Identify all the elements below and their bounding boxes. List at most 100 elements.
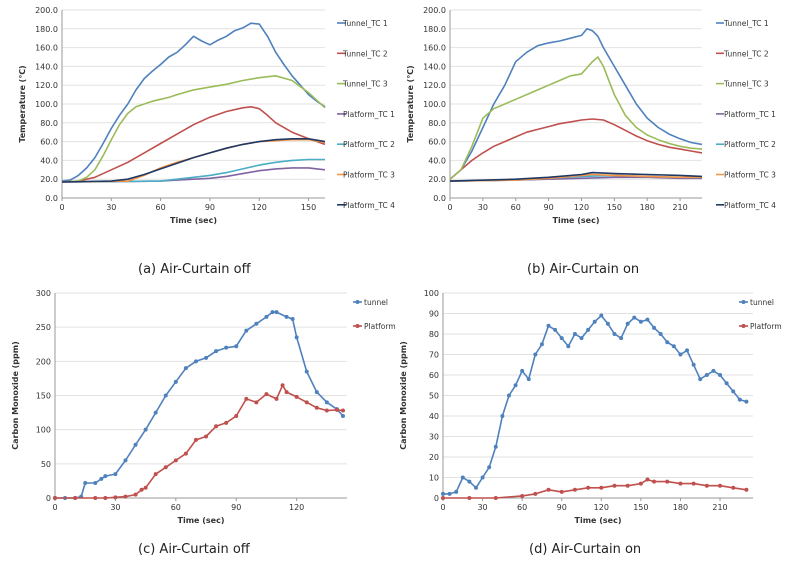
data-point (533, 491, 538, 496)
series-line-tunnel-tc-1 (61, 22, 326, 182)
data-point (539, 342, 544, 347)
series-line-tunnel-tc-3 (449, 56, 703, 180)
data-point (718, 483, 723, 488)
y-tick-label: 140.0 (35, 62, 58, 71)
data-point (454, 489, 459, 494)
data-point (665, 479, 670, 484)
data-point (691, 481, 696, 486)
y-tick-label: 20 (429, 453, 439, 462)
x-axis-label: Time (sec) (178, 516, 225, 525)
data-point (592, 319, 597, 324)
x-tick-label: 60 (171, 503, 181, 512)
data-point (294, 335, 299, 340)
data-point (53, 496, 57, 500)
y-tick-label: 150 (36, 392, 51, 401)
y-tick-label: 200.0 (423, 6, 446, 15)
x-tick-label: 150 (633, 503, 648, 512)
legend-label: tunnel (364, 298, 388, 307)
data-point (704, 373, 709, 377)
y-tick-label: 50 (429, 392, 439, 401)
data-point (73, 496, 78, 500)
y-tick-label: 40 (429, 412, 439, 421)
y-tick-label: 200 (36, 357, 51, 366)
x-tick-label: 60 (511, 203, 521, 212)
data-point (284, 390, 289, 395)
data-point (173, 379, 178, 384)
data-point (274, 310, 279, 315)
data-point (234, 344, 239, 349)
y-tick-label: 80.0 (40, 119, 58, 128)
legend-label: Platform_TC 3 (724, 171, 776, 180)
legend-marker (741, 324, 746, 328)
data-point (605, 321, 610, 326)
data-point (513, 383, 518, 388)
x-tick-label: 180 (640, 203, 655, 212)
x-tick-label: 150 (607, 203, 622, 212)
data-point (526, 377, 531, 382)
data-point (586, 485, 591, 490)
data-point (280, 383, 285, 388)
data-point (731, 485, 736, 490)
data-point (314, 405, 319, 410)
legend-label: Tunnel_TC 3 (723, 80, 769, 89)
data-point (284, 314, 289, 319)
data-point (133, 492, 138, 497)
y-tick-label: 60.0 (40, 138, 58, 147)
chart-panel-2: 0 50 100 150 200 250 300 0 30 60 90 120 Time (sec) Ca… (11, 289, 396, 525)
legend-label: tunnel (750, 298, 774, 307)
data-point (645, 477, 650, 482)
data-point (163, 465, 168, 470)
caption-d: (d) Air-Curtain on (529, 542, 642, 557)
x-tick-label: 30 (106, 203, 116, 212)
data-point (304, 400, 309, 405)
y-tick-label: 100 (424, 289, 439, 298)
data-point (153, 410, 158, 415)
caption-b: (b) Air-Curtain on (527, 262, 640, 277)
y-tick-label: 60 (429, 371, 439, 380)
y-tick-label: 30 (429, 433, 439, 442)
series-line-platform-tc-4 (61, 138, 326, 183)
y-tick-label: 0 (434, 494, 439, 503)
data-point (599, 485, 604, 490)
x-tick-label: 120 (289, 503, 304, 512)
y-tick-label: 40.0 (40, 156, 58, 165)
data-point (173, 458, 178, 463)
series-line-platform (443, 478, 747, 499)
data-point (204, 355, 209, 360)
data-point (685, 348, 690, 353)
y-tick-label: 120.0 (35, 81, 58, 90)
data-point (314, 390, 319, 395)
data-point (645, 317, 650, 322)
data-point (652, 325, 657, 330)
data-point (671, 344, 676, 349)
data-point (270, 310, 275, 315)
data-point (214, 424, 219, 429)
series-line-tunnel-tc-3 (61, 75, 326, 183)
legend-label: Tunnel_TC 2 (723, 49, 769, 58)
y-tick-label: 10 (429, 474, 439, 483)
x-tick-label: 30 (477, 503, 487, 512)
legend-label: Tunnel_TC 1 (723, 19, 769, 28)
data-point (731, 389, 736, 394)
data-point (193, 359, 198, 364)
y-tick-label: 100.0 (35, 100, 58, 109)
data-point (546, 487, 551, 492)
data-point (93, 496, 98, 500)
y-tick-label: 100 (36, 426, 51, 435)
data-point (625, 321, 630, 326)
data-point (183, 366, 188, 371)
data-point (123, 458, 128, 463)
data-point (632, 315, 637, 320)
series-line-platform-tc-3 (449, 173, 702, 182)
legend-label: Platform_TC 1 (343, 110, 395, 119)
y-tick-label: 100.0 (423, 100, 446, 109)
data-point (224, 345, 229, 350)
caption-a: (a) Air-Curtain off (138, 262, 251, 277)
legend-marker (355, 300, 360, 304)
data-point (559, 336, 564, 341)
y-tick-label: 200.0 (35, 6, 58, 15)
data-point (290, 316, 295, 321)
data-point (467, 496, 472, 500)
data-point (254, 400, 259, 405)
data-point (304, 369, 309, 374)
